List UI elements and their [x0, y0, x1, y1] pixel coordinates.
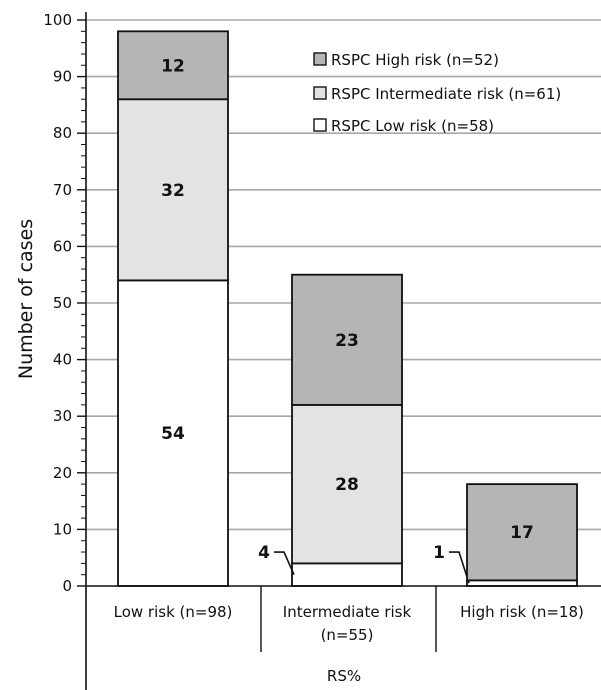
bar-segment [291, 562, 403, 587]
bars: 54 32 12 4 28 23 1 17 [117, 30, 578, 587]
y-tick-label: 20 [53, 464, 72, 482]
x-category-label: Intermediate risk [283, 603, 412, 621]
y-tick-label: 50 [53, 294, 72, 312]
bar-segment [466, 483, 578, 582]
bar-value-label: 23 [335, 331, 359, 351]
y-tick-label: 0 [62, 577, 72, 595]
x-category-label: Low risk (n=98) [114, 603, 233, 621]
y-tick-label: 30 [53, 407, 72, 425]
legend: RSPC High risk (n=52) RSPC Intermediate r… [313, 51, 561, 135]
bar-value-label: 54 [161, 424, 185, 444]
bar-value-label: 4 [258, 543, 270, 563]
y-ticks: 0 10 20 30 40 50 60 70 80 90 100 [43, 11, 86, 595]
leader-line [449, 551, 470, 584]
bar-value-label: 12 [161, 56, 185, 76]
y-tick-label: 10 [53, 520, 72, 538]
x-axis-title: RS% [327, 667, 361, 685]
y-tick-label: 60 [53, 237, 72, 255]
bar-segment [291, 273, 403, 406]
y-tick-label: 90 [53, 68, 72, 86]
x-categories: Low risk (n=98) Intermediate risk (n=55) Hi… [114, 586, 584, 652]
x-category-sublabel: (n=55) [321, 626, 374, 644]
leader-line [274, 551, 295, 576]
y-tick-label: 80 [53, 124, 72, 142]
y-tick-label: 70 [53, 181, 72, 199]
legend-label: RSPC High risk (n=52) [331, 51, 499, 69]
y-tick-label: 40 [53, 351, 72, 369]
bar-value-label: 1 [433, 543, 445, 563]
bar-value-label: 28 [335, 475, 359, 495]
legend-label: RSPC Intermediate risk (n=61) [331, 85, 561, 103]
legend-swatch [313, 86, 327, 100]
bar-value-label: 32 [161, 181, 185, 201]
y-tick-label: 100 [43, 11, 72, 29]
bar-segment [291, 403, 403, 565]
legend-label: RSPC Low risk (n=58) [331, 117, 494, 135]
axes [85, 12, 601, 690]
legend-swatch [313, 52, 327, 66]
y-axis-title: Number of cases [15, 219, 37, 379]
bar-segment [117, 30, 229, 101]
bar-segment [117, 98, 229, 282]
bar-value-label: 17 [510, 523, 534, 543]
legend-swatch [313, 118, 327, 132]
x-category-label: High risk (n=18) [460, 603, 584, 621]
